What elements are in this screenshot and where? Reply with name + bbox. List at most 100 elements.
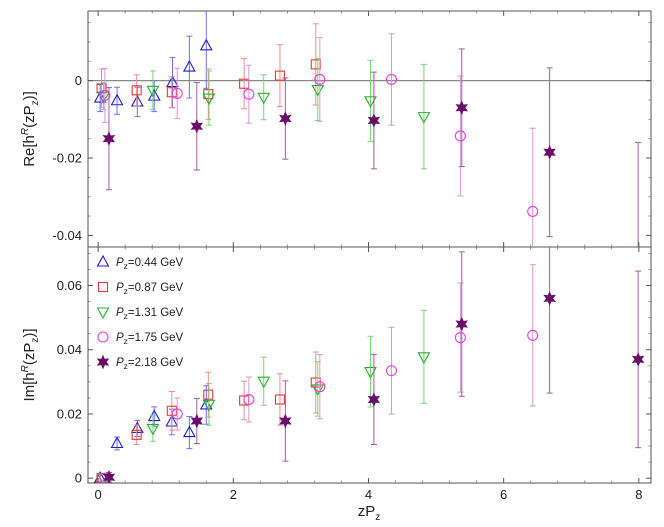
legend-entry-pz-175: Pz=1.75 GeV [97, 331, 184, 346]
data-point-circle-marker [527, 205, 539, 217]
data-point-circle-marker [171, 408, 183, 420]
x-axis-ticks: 0 2 4 6 8 [95, 11, 642, 502]
series-p087 [96, 23, 321, 120]
data-point-circle-marker [243, 88, 255, 100]
data-point-star-marker [367, 392, 381, 407]
data-point-triangle-down-marker [417, 352, 431, 364]
data-point-star-marker [190, 413, 204, 429]
legend-label-pz-175: Pz=1.75 GeV [116, 332, 184, 346]
legend: Pz=0.44 GeV Pz=0.87 GeV Pz=1.31 GeV Pz=1… [96, 254, 184, 371]
data-point-star-marker [543, 144, 556, 160]
legend-triangle-down-marker [96, 307, 110, 320]
data-point-triangle-down-marker [202, 399, 216, 412]
legend-entry-pz-131: Pz=1.31 GeV [96, 307, 184, 321]
data-point-circle-marker [527, 329, 539, 341]
legend-marker-star [96, 354, 110, 370]
x-tick-label: 4 [365, 487, 372, 502]
data-point-star-marker [102, 131, 116, 146]
data-point-triangle-up-marker [147, 88, 161, 101]
legend-marker-triangle-up [96, 254, 110, 267]
data-point-square-marker [96, 83, 107, 94]
data-point-triangle-down-marker [257, 376, 271, 389]
data-point-triangle-up-marker [182, 59, 196, 72]
legend-entry-pz-044: Pz=0.44 GeV [96, 254, 184, 271]
data-point-circle-marker [454, 331, 466, 344]
data-point-star-marker [102, 469, 116, 483]
data-point-circle-marker [243, 393, 255, 406]
data-point-triangle-up-marker [110, 436, 124, 449]
data-point-star-marker [455, 100, 469, 115]
legend-entry-pz-087: Pz=0.87 GeV [97, 281, 184, 296]
legend-marker-square [97, 281, 109, 293]
top-panel-ticks: 0 -0.02 -0.04 [52, 22, 651, 243]
data-point-star-marker [279, 111, 292, 126]
data-point-square-marker [131, 429, 142, 440]
data-point-triangle-up-marker [182, 425, 196, 438]
x-axis-label: zPz [358, 503, 381, 523]
y-tick-label: -0.04 [52, 228, 82, 243]
data-point-square-marker [166, 405, 177, 416]
bottom-panel-y-axis-label: Im[hR(zPz)] [20, 328, 41, 401]
data-point-triangle-down-marker [417, 112, 431, 124]
legend-label-pz-087: Pz=0.87 GeV [116, 282, 184, 296]
data-point-triangle-up-marker [130, 94, 144, 107]
data-point-triangle-up-marker [199, 38, 213, 51]
data-point-circle-marker [314, 73, 326, 86]
data-point-triangle-down-marker [364, 96, 377, 108]
data-point-triangle-down-marker [202, 93, 216, 106]
data-point-triangle-down-marker [146, 85, 160, 98]
data-point-star-marker [455, 316, 469, 332]
bottom-panel-data [93, 247, 645, 483]
data-point-star-marker [279, 413, 292, 429]
legend-circle-marker [97, 331, 109, 343]
data-point-star-marker [631, 352, 645, 367]
data-point-triangle-down-marker [311, 84, 325, 97]
top-panel-frame [87, 10, 652, 248]
legend-label-pz-218: Pz=2.18 GeV [116, 357, 184, 371]
data-point-triangle-down-marker [146, 423, 160, 436]
series-p175 [99, 264, 539, 483]
x-tick-label: 2 [230, 487, 237, 502]
data-point-star-marker [190, 119, 204, 134]
legend-marker-circle [97, 331, 109, 343]
y-tick-label: 0.04 [57, 342, 82, 357]
data-point-square-marker [239, 78, 250, 89]
data-point-triangle-up-marker [110, 93, 124, 106]
data-point-square-marker [131, 85, 142, 96]
series-p131 [97, 58, 431, 170]
x-tick-label: 8 [635, 487, 642, 502]
data-point-square-marker [203, 389, 214, 400]
data-point-triangle-down-marker [364, 367, 377, 379]
series-p175 [99, 33, 539, 247]
series-p218 [102, 247, 645, 483]
data-point-circle-marker [99, 89, 111, 101]
data-point-square-marker [310, 59, 321, 70]
legend-star-marker [96, 354, 110, 370]
data-point-triangle-up-marker [93, 90, 107, 103]
data-point-star-marker [543, 291, 556, 306]
data-point-circle-marker [385, 73, 398, 86]
y-tick-label: 0 [75, 73, 82, 88]
y-tick-label: 0.02 [57, 406, 82, 421]
series-p218 [102, 48, 642, 247]
legend-label-pz-131: Pz=1.31 GeV [116, 307, 184, 321]
data-point-star-marker [367, 113, 381, 128]
data-point-circle-marker [171, 87, 183, 99]
y-tick-label: -0.02 [52, 151, 82, 166]
legend-square-marker [97, 281, 109, 293]
bottom-panel-ticks: 0 0.02 0.04 0.06 [57, 253, 651, 486]
x-tick-label: 0 [95, 487, 102, 502]
data-point-circle-marker [314, 381, 326, 393]
data-point-triangle-up-marker [130, 421, 144, 433]
top-panel-y-axis-label: Re[hR(zPz)] [20, 91, 41, 167]
legend-marker-triangle-down [96, 307, 110, 320]
y-tick-label: 0.06 [57, 278, 82, 293]
top-panel-data [93, 11, 642, 247]
series-p131 [97, 309, 431, 483]
legend-entry-pz-218: Pz=2.18 GeV [96, 354, 184, 371]
data-point-circle-marker [385, 365, 398, 377]
bottom-panel-frame [87, 246, 652, 484]
legend-label-pz-044: Pz=0.44 GeV [116, 257, 184, 271]
data-point-square-marker [274, 394, 285, 405]
